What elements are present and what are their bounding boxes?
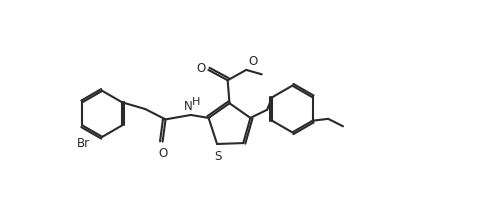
- Text: Br: Br: [77, 137, 91, 150]
- Text: H: H: [192, 97, 201, 107]
- Text: O: O: [158, 147, 167, 160]
- Text: S: S: [214, 150, 221, 163]
- Text: N: N: [183, 100, 192, 113]
- Text: O: O: [196, 62, 205, 74]
- Text: O: O: [248, 55, 257, 68]
